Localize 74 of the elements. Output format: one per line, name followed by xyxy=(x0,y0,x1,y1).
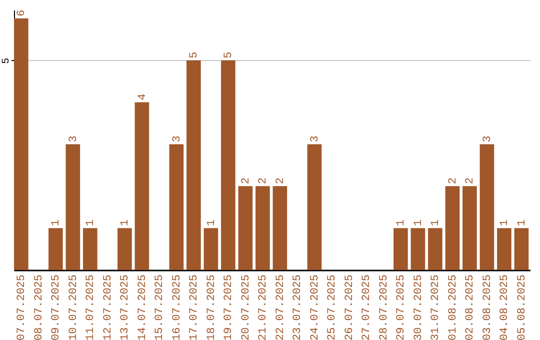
x-tick-label: 11.07.2025 xyxy=(85,274,98,340)
x-tick-label: 24.07.2025 xyxy=(309,274,322,340)
data-label: 6 xyxy=(16,10,28,16)
x-tick-label: 08.07.2025 xyxy=(33,274,46,340)
x-tick-label: 18.07.2025 xyxy=(206,274,218,340)
data-label: 2 xyxy=(274,178,287,184)
data-label: 4 xyxy=(136,93,149,100)
bar xyxy=(394,228,408,270)
x-tick-label: 19.07.2025 xyxy=(223,274,236,340)
bar xyxy=(169,144,184,270)
x-tick-label: 30.07.2025 xyxy=(412,274,425,340)
x-tick-label: 16.07.2025 xyxy=(171,274,184,340)
x-tick-label: 17.07.2025 xyxy=(188,274,201,340)
bar xyxy=(256,186,270,270)
bar xyxy=(221,60,236,270)
x-tick-label: 04.08.2025 xyxy=(499,274,512,340)
x-tick-label: 21.07.2025 xyxy=(258,274,270,340)
bar xyxy=(514,228,529,270)
data-label: 2 xyxy=(447,178,460,184)
x-tick-label: 02.08.2025 xyxy=(464,274,477,340)
data-label: 5 xyxy=(188,52,201,58)
bar xyxy=(410,228,426,270)
bar xyxy=(66,144,80,270)
data-label: 3 xyxy=(309,136,322,142)
bar xyxy=(83,228,98,270)
bar xyxy=(462,186,477,270)
x-tick-label: 12.07.2025 xyxy=(102,274,114,340)
bar xyxy=(186,60,201,270)
x-tick-label: 13.07.2025 xyxy=(120,274,132,340)
data-label: 1 xyxy=(396,219,408,226)
x-tick-label: 14.07.2025 xyxy=(136,274,149,340)
x-tick-label: 22.07.2025 xyxy=(274,274,287,340)
x-tick-label: 28.07.2025 xyxy=(378,274,390,340)
x-tick-label: 09.07.2025 xyxy=(50,274,63,340)
bar xyxy=(48,228,63,270)
bar xyxy=(14,18,28,270)
bar xyxy=(480,144,494,270)
data-label: 3 xyxy=(171,136,184,142)
x-tick-label: 27.07.2025 xyxy=(361,274,374,340)
x-tick-label: 07.07.2025 xyxy=(16,274,28,340)
x-tick-label: 31.07.2025 xyxy=(430,274,442,340)
x-tick-label: 05.08.2025 xyxy=(516,274,528,340)
x-tick-label: 29.07.2025 xyxy=(396,274,408,340)
data-label: 1 xyxy=(120,219,132,226)
data-label: 3 xyxy=(68,136,80,142)
bar xyxy=(428,228,442,270)
data-label: 2 xyxy=(258,178,270,184)
data-label: 5 xyxy=(223,52,236,58)
data-label: 2 xyxy=(464,178,477,184)
bar xyxy=(307,144,322,270)
data-label: 1 xyxy=(516,219,528,226)
data-label: 1 xyxy=(499,219,512,226)
x-tick-label: 20.07.2025 xyxy=(240,274,252,340)
x-tick-label: 10.07.2025 xyxy=(68,274,80,340)
data-label: 1 xyxy=(430,219,442,226)
x-tick-label: 23.07.2025 xyxy=(292,274,304,340)
data-label: 1 xyxy=(412,219,425,226)
data-label: 1 xyxy=(50,219,63,226)
data-label: 1 xyxy=(206,219,218,226)
bar xyxy=(134,102,150,270)
x-tick-label: 26.07.2025 xyxy=(344,274,356,340)
data-label: 2 xyxy=(240,178,252,184)
bar xyxy=(204,228,218,270)
x-tick-label: 01.08.2025 xyxy=(447,274,460,340)
x-tick-label: 25.07.2025 xyxy=(326,274,339,340)
data-label: 3 xyxy=(482,136,494,142)
bar xyxy=(445,186,460,270)
data-label: 1 xyxy=(85,219,98,226)
x-tick-label: 15.07.2025 xyxy=(154,274,166,340)
x-tick-label: 03.08.2025 xyxy=(482,274,494,340)
bar xyxy=(497,228,512,270)
bar xyxy=(118,228,132,270)
bar xyxy=(272,186,288,270)
bar xyxy=(238,186,253,270)
